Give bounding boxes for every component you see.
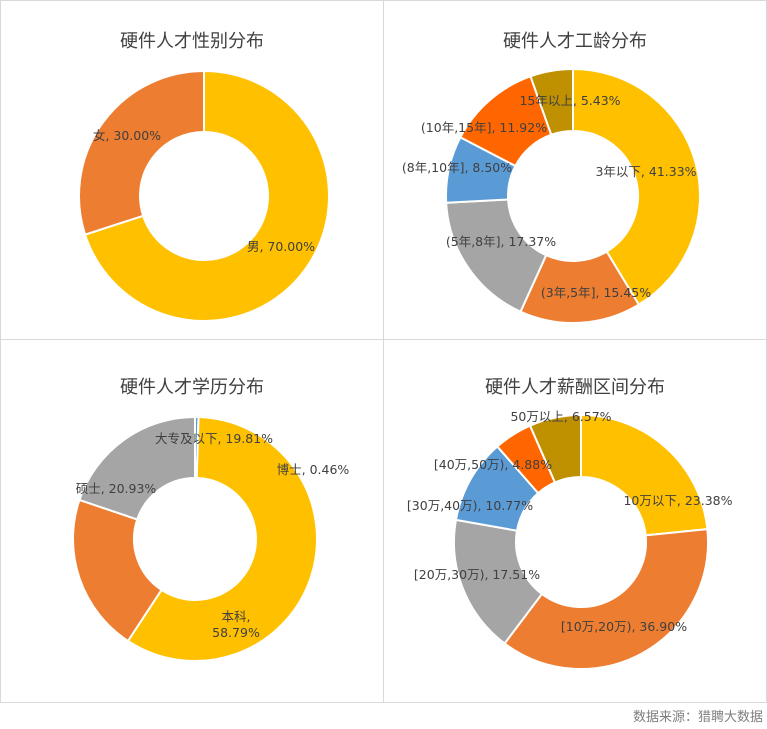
chart-panel-tenure: 硬件人才工龄分布 3年以下, 41.33% (3年,5年], 15.45% (5年,… [383,0,767,340]
slice-data-label: [20万,30万), 17.51% [414,567,540,582]
slice-data-label: [30万,40万), 10.77% [407,498,533,513]
donut-slice [503,527,709,670]
chart-title: 硬件人才性别分布 [120,31,264,52]
slice-data-label: 50万以上, 6.57% [510,409,611,424]
chart-title: 硬件人才学历分布 [120,377,264,398]
donut-slice [580,413,709,537]
slice-data-label: [40万,50万), 4.88% [434,457,552,472]
slice-data-label: 3年以下, 41.33% [595,164,696,179]
slice-data-label: (8年,10年], 8.50% [402,160,512,175]
slice-data-label: 本科, 58.79% [212,609,260,640]
donut-chart-education: 博士, 0.46% 本科, 58.79% 硕士, 20.93% 大专及以下, 19.81… [72,415,350,662]
donut-chart-gender: 男, 70.00% 女, 30.00% [78,69,330,322]
donut-slice [529,67,574,137]
donut-slice [83,69,330,322]
donut-slice [572,67,701,306]
donut-slice [78,69,205,236]
slice-data-label: 女, 30.00% [93,128,161,143]
donut-chart-tenure: 3年以下, 41.33% (3年,5年], 15.45% (5年,8年], 17.3… [402,67,701,324]
slice-data-label: 博士, 0.46% [277,462,350,477]
slice-data-label: (10年,15年], 11.92% [421,120,547,135]
donut-slice [72,498,163,643]
donut-chart-salary: 10万以下, 23.38% [10万,20万), 36.90% [20万,30万),… [407,409,733,670]
slice-data-label: (5年,8年], 17.37% [446,234,556,249]
slice-data-label: (3年,5年], 15.45% [541,285,651,300]
slice-data-label: 男, 70.00% [247,239,315,254]
donut-slice [78,415,196,521]
slice-data-label: 10万以下, 23.38% [623,493,732,508]
chart-title: 硬件人才薪酬区间分布 [485,377,665,398]
chart-panel-gender: 硬件人才性别分布 男, 70.00% 女, 30.00% [0,0,384,340]
chart-panel-education: 硬件人才学历分布 博士, 0.46% 本科, 58.79% 硕士, 20.93% 大专及… [0,339,384,703]
slice-data-label: [10万,20万), 36.90% [561,619,687,634]
slice-data-label: 大专及以下, 19.81% [155,431,273,446]
slice-data-label: 15年以上, 5.43% [519,93,620,108]
donut-slice [528,413,582,484]
slice-data-label: 硕士, 20.93% [76,481,157,496]
chart-title: 硬件人才工龄分布 [503,31,647,52]
data-source: 数据来源：猎聘大数据 [632,710,763,725]
donut-slice [126,416,318,662]
chart-panel-salary: 硬件人才薪酬区间分布 10万以下, 23.38% [10万,20万), 36.90… [383,339,767,703]
